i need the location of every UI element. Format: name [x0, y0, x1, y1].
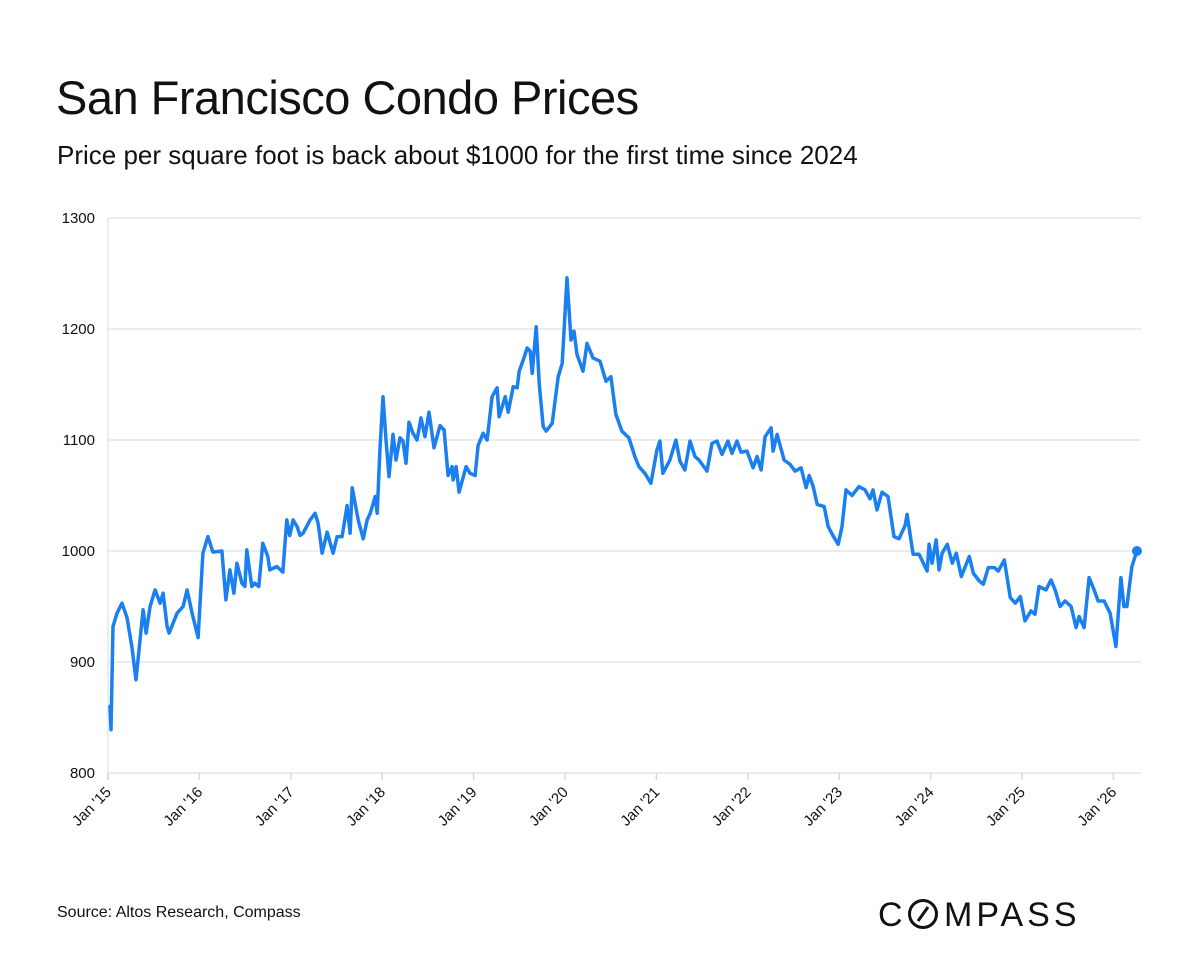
compass-logo: C MPASS [878, 896, 1081, 933]
price-series-line [108, 276, 1139, 732]
y-tick-label: 1200 [62, 321, 95, 338]
x-tick-label: Jan '15 [69, 784, 115, 830]
chart-title: San Francisco Condo Prices [56, 71, 639, 124]
x-tick-label: Jan '21 [617, 784, 663, 830]
y-tick-label: 900 [70, 654, 95, 671]
x-tick-label: Jan '19 [435, 784, 481, 830]
x-tick-label: Jan '25 [983, 784, 1029, 830]
compass-o-icon [908, 899, 938, 929]
end-point-marker [1131, 546, 1142, 556]
source-note: Source: Altos Research, Compass [57, 904, 301, 921]
y-tick-label: 800 [70, 765, 95, 782]
x-tick-label: Jan '23 [800, 784, 846, 830]
y-tick-label: 1000 [62, 543, 95, 560]
x-tick-label: Jan '18 [343, 784, 389, 830]
x-tick-label: Jan '22 [709, 784, 755, 830]
x-tick-label: Jan '16 [160, 784, 206, 830]
x-tick-label: Jan '24 [892, 784, 938, 830]
x-tick-label: Jan '20 [526, 784, 572, 830]
x-tick-label: Jan '17 [252, 784, 298, 830]
chart-subtitle: Price per square foot is back about $100… [57, 140, 858, 170]
y-tick-label: 1100 [63, 432, 95, 449]
y-tick-label: 1300 [62, 210, 95, 227]
svg-text:MPASS: MPASS [944, 896, 1081, 933]
svg-text:C: C [878, 896, 907, 933]
x-tick-label: Jan '26 [1074, 784, 1120, 830]
